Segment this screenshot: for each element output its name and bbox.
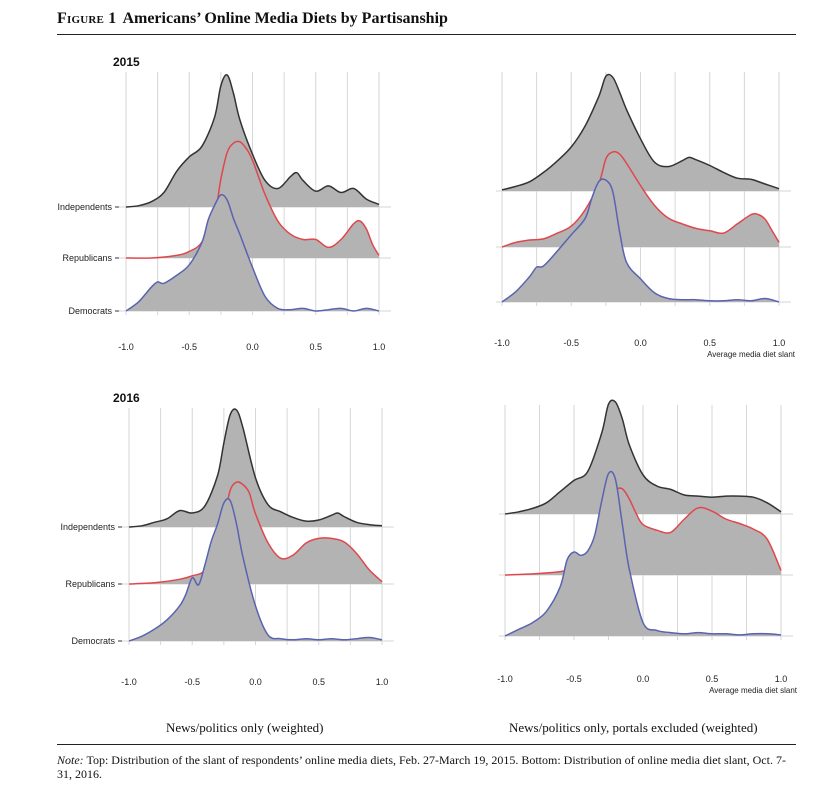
density-area-republicans — [129, 481, 382, 584]
x-tick-label: -0.5 — [181, 342, 197, 352]
density-line-democrats — [504, 470, 782, 637]
x-tick-label: -1.0 — [497, 674, 513, 684]
ridge-label-independents: Independents — [57, 202, 112, 212]
density-area-democrats — [129, 498, 382, 641]
density-line-independents — [128, 408, 383, 528]
ridge-label-republicans: Republicans — [62, 253, 112, 263]
density-area-democrats — [502, 179, 779, 302]
left-column-caption: News/politics only (weighted) — [166, 720, 324, 735]
density-area-independents — [502, 74, 779, 191]
x-tick-label: -0.5 — [566, 674, 582, 684]
x-tick-label: -1.0 — [121, 677, 137, 687]
figure-title-text: Americans’ Online Media Diets by Partisa… — [122, 10, 448, 27]
density-line-republicans — [128, 481, 383, 585]
x-tick-label: 0.5 — [706, 674, 719, 684]
density-line-democrats — [125, 193, 380, 312]
note-rule — [57, 744, 796, 745]
title-rule — [57, 34, 796, 35]
x-tick-label: 1.0 — [773, 338, 786, 348]
x-tick-label: -0.5 — [563, 338, 579, 348]
density-line-independents — [504, 399, 782, 515]
note-text: Top: Distribution of the slant of respon… — [57, 753, 786, 781]
density-area-republicans — [126, 141, 379, 259]
density-area-independents — [129, 409, 382, 527]
ridge-label-democrats: Democrats — [68, 306, 112, 316]
x-tick-label: 0.5 — [309, 342, 322, 352]
density-area-republicans — [502, 151, 779, 247]
density-line-independents — [501, 73, 780, 191]
density-area-republicans — [505, 488, 781, 575]
ridge-label-democrats: Democrats — [71, 636, 115, 646]
x-tick-label: -1.0 — [118, 342, 134, 352]
x-tick-label: 0.0 — [246, 342, 259, 352]
density-line-democrats — [501, 178, 780, 303]
figure-title: Figure 1 Americans’ Online Media Diets by… — [57, 10, 448, 28]
density-area-independents — [505, 400, 781, 514]
year-label: 2016 — [113, 391, 140, 405]
x-tick-label: 0.5 — [703, 338, 716, 348]
x-tick-label: 1.0 — [376, 677, 389, 687]
density-area-democrats — [505, 471, 781, 636]
density-line-democrats — [128, 498, 383, 642]
right-column-caption: News/politics only, portals excluded (we… — [509, 720, 758, 735]
x-tick-label: 1.0 — [373, 342, 386, 352]
density-line-independents — [125, 74, 380, 208]
x-tick-label: 0.5 — [312, 677, 325, 687]
x-tick-label: 1.0 — [775, 674, 788, 684]
x-tick-label: 0.0 — [634, 338, 647, 348]
year-label: 2015 — [113, 55, 140, 69]
x-tick-label: -1.0 — [494, 338, 510, 348]
x-axis-title: Average media diet slant — [709, 686, 798, 695]
x-tick-label: -0.5 — [184, 677, 200, 687]
figure-note: Note: Top: Distribution of the slant of … — [57, 753, 797, 781]
density-area-independents — [126, 74, 379, 207]
density-line-republicans — [501, 150, 780, 248]
figure-label: Figure 1 — [57, 10, 117, 27]
ridge-label-independents: Independents — [60, 522, 115, 532]
x-axis-title: Average media diet slant — [707, 350, 796, 359]
density-area-democrats — [126, 194, 379, 312]
note-prefix: Note: — [57, 753, 84, 767]
x-tick-label: 0.0 — [637, 674, 650, 684]
x-tick-label: 0.0 — [249, 677, 262, 687]
ridge-label-republicans: Republicans — [65, 579, 115, 589]
